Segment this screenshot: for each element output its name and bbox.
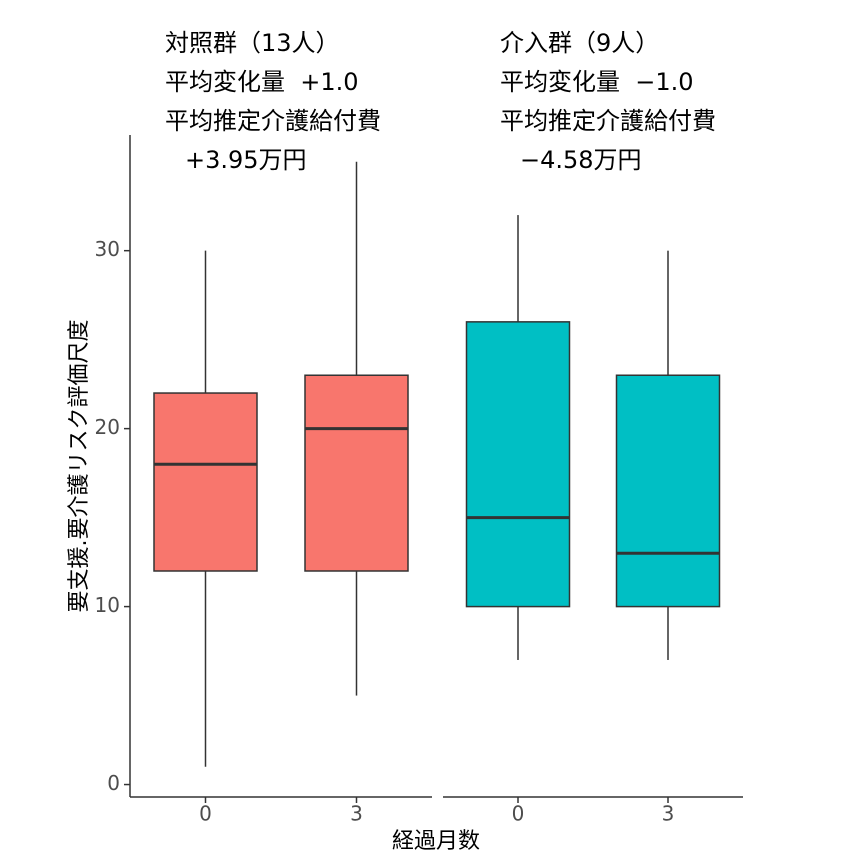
annotation: 対照群（13人） <box>165 29 340 57</box>
annotation: +3.95万円 <box>185 146 307 174</box>
x-axis-label: 経過月数 <box>392 829 480 854</box>
box <box>304 374 409 572</box>
annotation: 平均変化量 −1.0 <box>500 68 694 96</box>
x-tick-label: 0 <box>512 802 525 826</box>
x-tick-label: 3 <box>350 802 363 826</box>
annotation: −4.58万円 <box>520 146 642 174</box>
annotation: 平均推定介護給付費 <box>500 107 716 135</box>
annotation: 平均推定介護給付費 <box>165 107 381 135</box>
annotation: 介入群（9人） <box>500 29 659 57</box>
box <box>615 374 721 608</box>
y-tick-label: 0 <box>107 771 120 795</box>
y-tick-label: 10 <box>95 593 120 617</box>
annotation: 平均変化量 +1.0 <box>165 68 359 96</box>
y-axis-label: 要支援.要介護リスク評価尺度 <box>67 320 92 613</box>
x-tick-label: 3 <box>662 802 675 826</box>
y-tick-label: 20 <box>95 415 120 439</box>
x-tick-label: 0 <box>199 802 212 826</box>
y-tick-label: 30 <box>95 237 120 261</box>
box <box>465 321 571 608</box>
box <box>153 392 258 572</box>
